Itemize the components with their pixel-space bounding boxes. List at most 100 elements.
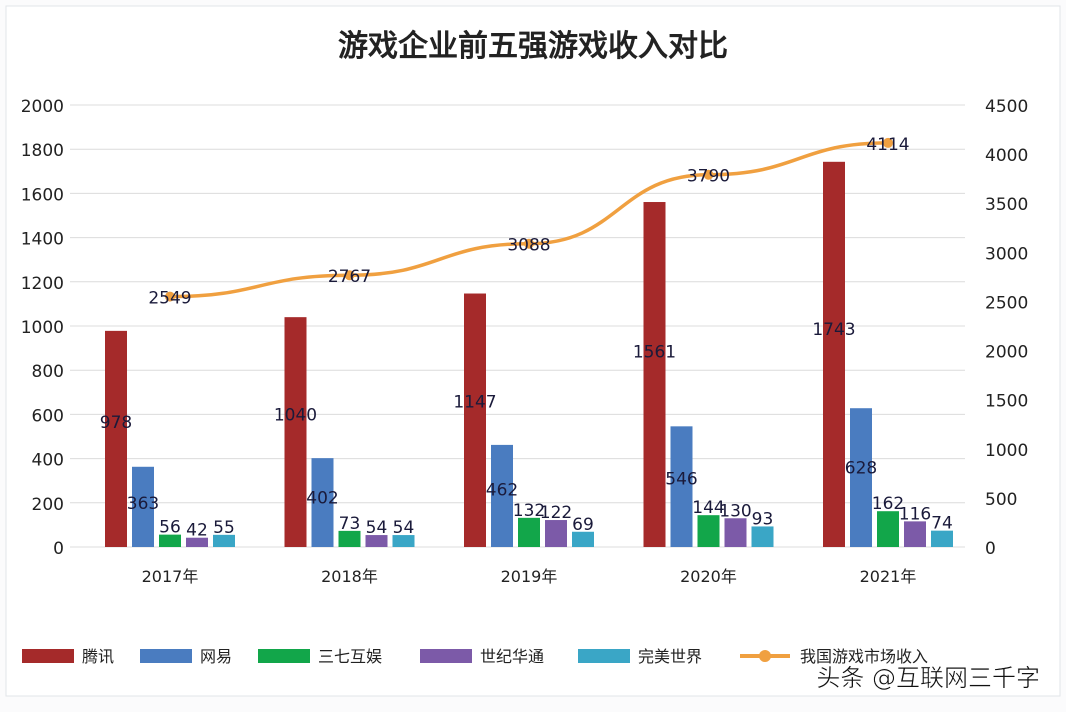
watermark: 头条 @互联网三千字: [816, 664, 1040, 692]
bar-三七互娱-2021年: [877, 511, 899, 547]
bar-data-label: 1561: [633, 342, 676, 362]
legend-swatch: [578, 649, 630, 663]
bar-完美世界-2020年: [751, 526, 774, 547]
bar-完美世界-2021年: [931, 530, 953, 547]
bar-data-label: 402: [306, 489, 338, 509]
y-right-tick-label: 3000: [985, 244, 1028, 264]
legend-label: 我国游戏市场收入: [800, 647, 928, 666]
bar-data-label: 628: [845, 459, 877, 479]
y-left-tick-label: 200: [32, 495, 64, 515]
line-point: [344, 270, 355, 281]
y-left-tick-label: 400: [32, 451, 64, 471]
x-tick-label: 2021年: [860, 567, 917, 586]
line-point: [883, 137, 893, 148]
bar-data-label: 363: [127, 494, 159, 514]
y-right-tick-label: 1500: [985, 392, 1028, 412]
y-left-tick-label: 1000: [21, 318, 64, 338]
bar-data-label: 73: [339, 514, 361, 534]
bar-data-label: 116: [899, 504, 931, 524]
bar-data-label: 130: [719, 501, 751, 521]
bar-腾讯-2021年: [823, 161, 845, 547]
y-right-tick-label: 1000: [985, 441, 1028, 461]
bar-data-label: 54: [393, 518, 415, 538]
legend-swatch: [420, 649, 472, 663]
bar-腾讯-2019年: [464, 293, 486, 547]
bar-data-label: 978: [100, 413, 132, 433]
bar-data-label: 162: [872, 494, 904, 514]
line-data-label: 3088: [507, 236, 550, 256]
legend-label: 完美世界: [638, 647, 702, 666]
bar-data-label: 56: [159, 518, 181, 538]
bar-三七互娱-2018年: [338, 530, 361, 547]
y-left-tick-label: 600: [32, 406, 64, 426]
y-right-tick-label: 3500: [985, 195, 1028, 215]
bar-网易-2018年: [311, 458, 334, 547]
legend-marker: [759, 650, 771, 662]
y-right-tick-label: 4500: [985, 97, 1028, 117]
bar-世纪华通-2021年: [904, 521, 926, 547]
x-tick-label: 2020年: [680, 567, 737, 586]
bar-腾讯-2020年: [643, 202, 666, 548]
line-point: [524, 238, 534, 249]
bar-网易-2021年: [850, 408, 872, 547]
line-data-label: 4114: [866, 135, 909, 155]
x-tick-label: 2017年: [142, 567, 199, 586]
bar-data-label: 144: [692, 498, 724, 518]
bar-世纪华通-2017年: [186, 537, 208, 547]
legend-label: 腾讯: [82, 647, 114, 666]
legend-swatch: [258, 649, 310, 663]
bar-data-label: 93: [752, 509, 774, 529]
line-data-label: 2549: [148, 289, 191, 309]
bar-data-label: 546: [665, 470, 697, 490]
y-left-tick-label: 1200: [21, 274, 64, 294]
bar-data-label: 122: [540, 503, 572, 523]
bar-世纪华通-2019年: [545, 520, 567, 547]
bar-世纪华通-2018年: [365, 535, 388, 547]
y-right-tick-label: 2000: [985, 343, 1028, 363]
bar-data-label: 69: [572, 515, 594, 535]
bar-三七互娱-2017年: [159, 534, 181, 547]
bar-data-label: 1743: [812, 320, 855, 340]
x-tick-label: 2019年: [501, 567, 558, 586]
bar-腾讯-2018年: [284, 317, 307, 547]
line-point: [165, 291, 175, 302]
bar-data-label: 54: [366, 518, 388, 538]
legend-swatch: [140, 649, 192, 663]
bar-完美世界-2017年: [213, 534, 235, 547]
bar-网易-2017年: [132, 466, 154, 547]
y-right-tick-label: 0: [985, 539, 996, 559]
y-right-tick-label: 500: [985, 490, 1017, 510]
legend-label: 世纪华通: [480, 647, 544, 666]
y-right-tick-label: 2500: [985, 293, 1028, 313]
y-right-tick-label: 4000: [985, 146, 1028, 166]
bar-网易-2019年: [491, 444, 513, 547]
bar-腾讯-2017年: [105, 330, 127, 547]
y-left-tick-label: 1600: [21, 185, 64, 205]
y-left-tick-label: 1400: [21, 230, 64, 250]
bar-data-label: 42: [186, 521, 208, 541]
bar-data-label: 1040: [274, 406, 317, 426]
y-left-tick-label: 800: [32, 362, 64, 382]
bar-data-label: 462: [486, 481, 518, 501]
legend-swatch: [22, 649, 74, 663]
legend-label: 三七互娱: [318, 647, 382, 666]
bar-完美世界-2019年: [572, 531, 594, 547]
bar-data-label: 55: [213, 518, 235, 538]
bar-data-label: 132: [513, 501, 545, 521]
y-left-tick-label: 0: [53, 539, 64, 559]
bar-三七互娱-2019年: [518, 517, 540, 547]
y-left-tick-label: 1800: [21, 141, 64, 161]
chart-title: 游戏企业前五强游戏收入对比: [338, 29, 728, 64]
line-data-label: 3790: [687, 167, 730, 187]
bar-世纪华通-2020年: [724, 518, 747, 547]
bar-三七互娱-2020年: [697, 515, 720, 547]
line-point: [703, 169, 714, 180]
bar-完美世界-2018年: [392, 535, 415, 547]
y-left-tick-label: 2000: [21, 97, 64, 117]
x-tick-label: 2018年: [321, 567, 378, 586]
bar-网易-2020年: [670, 426, 693, 547]
bar-data-label: 1147: [453, 393, 496, 413]
bar-data-label: 74: [931, 514, 953, 534]
